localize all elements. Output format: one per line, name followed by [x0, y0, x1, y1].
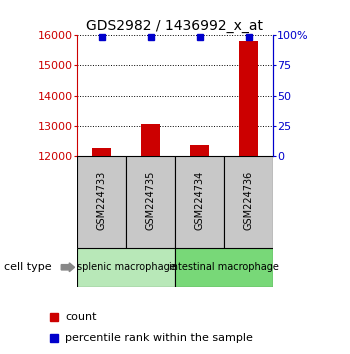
Text: cell type: cell type — [4, 262, 51, 272]
Text: count: count — [65, 312, 97, 322]
Bar — [175, 248, 273, 287]
Bar — [175, 156, 224, 248]
Bar — [77, 248, 175, 287]
Text: intestinal macrophage: intestinal macrophage — [169, 262, 279, 272]
Bar — [141, 124, 160, 156]
Text: GSM224734: GSM224734 — [195, 170, 204, 229]
Bar — [190, 145, 209, 156]
Bar — [224, 156, 273, 248]
Title: GDS2982 / 1436992_x_at: GDS2982 / 1436992_x_at — [86, 19, 264, 33]
Bar — [92, 148, 111, 156]
Bar — [77, 156, 126, 248]
Text: GSM224736: GSM224736 — [244, 170, 253, 229]
Bar — [126, 156, 175, 248]
Bar — [239, 41, 258, 156]
Text: percentile rank within the sample: percentile rank within the sample — [65, 332, 253, 343]
Text: splenic macrophage: splenic macrophage — [77, 262, 175, 272]
Text: GSM224735: GSM224735 — [146, 170, 155, 230]
Text: GSM224733: GSM224733 — [97, 170, 106, 229]
